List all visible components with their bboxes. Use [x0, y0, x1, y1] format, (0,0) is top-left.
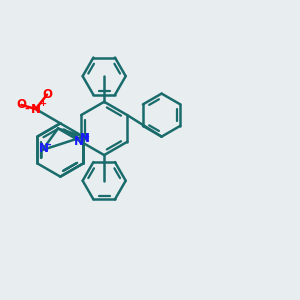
Text: N: N [80, 132, 89, 145]
Text: O: O [42, 88, 52, 101]
Text: -: - [47, 140, 51, 150]
Text: N: N [38, 142, 48, 155]
Text: -: - [24, 104, 29, 114]
Text: +: + [82, 132, 89, 141]
Text: +: + [39, 99, 46, 108]
Text: N: N [74, 135, 83, 148]
Text: N: N [31, 103, 41, 116]
Text: O: O [16, 98, 26, 111]
